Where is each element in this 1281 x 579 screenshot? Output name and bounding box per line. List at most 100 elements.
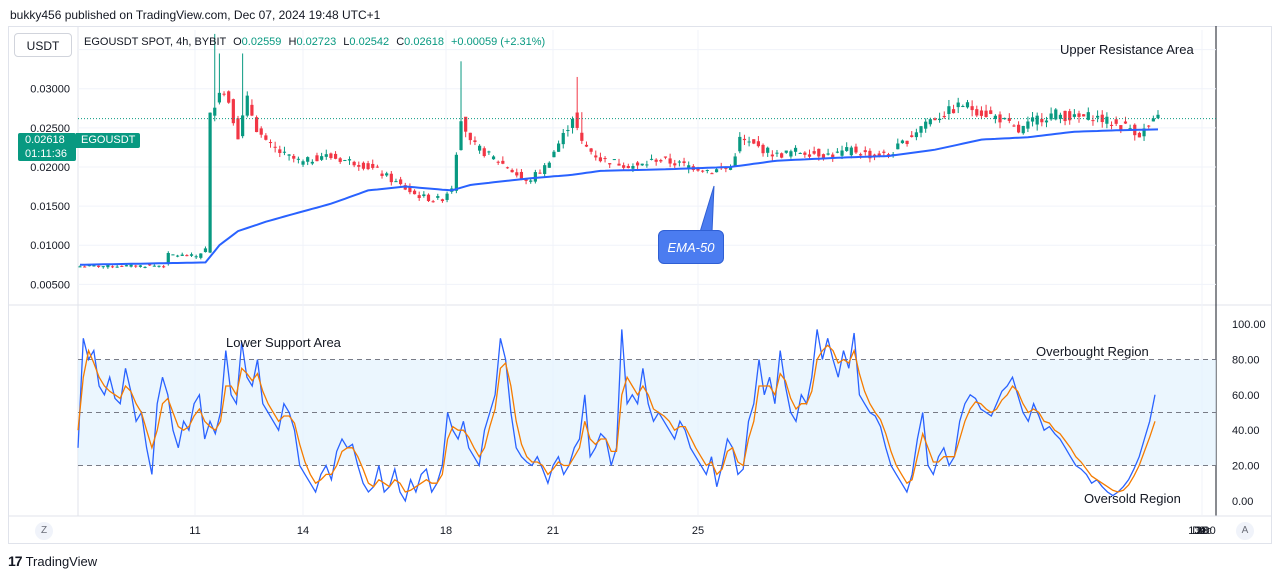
candle-body	[589, 148, 593, 152]
z-button[interactable]: Z	[35, 522, 53, 540]
candle-body	[710, 173, 714, 175]
candle-body	[454, 154, 458, 191]
candle-body	[677, 161, 682, 163]
candle-body	[426, 194, 431, 202]
candle-body	[1007, 118, 1011, 121]
symbol-badge: EGOUSDT	[76, 133, 141, 148]
candle-body	[1068, 111, 1072, 121]
candle-body	[236, 118, 240, 140]
candle-body	[1077, 113, 1081, 117]
candle-body	[687, 165, 691, 169]
candle-body	[742, 138, 747, 141]
candle-body	[570, 118, 575, 128]
candle-body	[1021, 125, 1025, 134]
legend-close: 0.02618	[404, 36, 444, 48]
candle-body	[728, 166, 733, 170]
price-tick-label: 0.03000	[30, 84, 70, 96]
candle-body	[821, 154, 826, 158]
oscillator-tick-label: 20.00	[1232, 461, 1260, 473]
candle-body	[752, 139, 756, 144]
candle-body	[422, 194, 426, 197]
last-price-badge: 0.02618 01:11:36	[18, 133, 76, 161]
candle-body	[217, 92, 221, 103]
candle-body	[482, 148, 486, 157]
oscillator-tick-label: 40.00	[1232, 425, 1260, 437]
candle-body	[259, 128, 263, 135]
candle-body	[1156, 114, 1160, 119]
legend-change: +0.00059 (+2.31%)	[451, 36, 546, 48]
candle-body	[896, 143, 900, 150]
candle-body	[556, 143, 561, 152]
stoch-d-line	[77, 344, 1156, 493]
candle-body	[296, 158, 300, 160]
candle-body	[357, 165, 361, 167]
candle-body	[956, 102, 960, 108]
candle-body	[654, 159, 658, 162]
candle-body	[515, 172, 519, 176]
currency-button[interactable]: USDT	[14, 33, 72, 57]
candle-body	[747, 141, 751, 143]
candle-body	[1049, 113, 1053, 120]
candle-body	[803, 152, 807, 155]
candle-body	[231, 99, 235, 124]
candle-body	[310, 161, 314, 164]
candle-body	[849, 147, 853, 156]
candle-body	[306, 157, 310, 162]
candle-body	[933, 118, 937, 121]
upper-resistance-label: Upper Resistance Area	[1060, 42, 1194, 57]
legend-low: 0.02542	[349, 36, 390, 48]
candle-body	[292, 155, 296, 159]
candle-body	[914, 132, 918, 138]
candle-body	[594, 155, 598, 158]
auto-scale-button[interactable]: A	[1236, 522, 1254, 540]
candle-body	[96, 265, 101, 267]
candle-body	[478, 145, 482, 151]
candle-body	[440, 199, 445, 202]
candle-body	[984, 110, 988, 118]
overbought-label: Overbought Region	[1036, 344, 1149, 359]
candle-body	[241, 115, 245, 137]
candle-body	[668, 158, 672, 164]
candle-body	[645, 164, 649, 166]
candle-body	[199, 253, 203, 258]
candle-body	[124, 265, 129, 267]
candle-body	[436, 196, 440, 198]
candle-body	[501, 160, 505, 164]
candle-body	[877, 153, 881, 157]
tradingview-logo[interactable]: 17 TradingView	[8, 553, 97, 569]
candle-body	[789, 151, 793, 157]
candle-body	[431, 201, 435, 203]
candle-body	[106, 264, 110, 268]
candle-body	[1082, 114, 1086, 117]
candle-body	[580, 132, 584, 141]
candle-body	[1072, 114, 1076, 117]
candle-body	[208, 112, 212, 253]
candle-body	[1105, 116, 1109, 124]
candle-body	[519, 171, 524, 179]
candle-body	[538, 172, 542, 174]
candle-body	[408, 186, 412, 193]
ema-50-line	[79, 128, 1159, 266]
ema-callout: EMA-50	[658, 230, 724, 264]
candle-body	[566, 129, 570, 132]
candle-body	[738, 136, 742, 152]
legend-high-key: H	[288, 36, 297, 48]
candle-body	[464, 116, 468, 132]
candle-body	[329, 153, 333, 159]
time-tick-label: 18	[440, 525, 452, 537]
candle-body	[640, 163, 644, 166]
candle-body	[320, 156, 324, 160]
candle-body	[264, 135, 268, 140]
candle-body	[143, 266, 147, 268]
candle-body	[552, 151, 556, 158]
candle-body	[584, 144, 589, 147]
candle-body	[1119, 125, 1123, 130]
candle-body	[784, 150, 788, 153]
candle-body	[412, 190, 417, 195]
candle-body	[1100, 114, 1104, 123]
candle-body	[714, 169, 719, 173]
candle-body	[78, 266, 82, 268]
candle-body	[361, 162, 366, 169]
candle-body	[533, 172, 537, 182]
